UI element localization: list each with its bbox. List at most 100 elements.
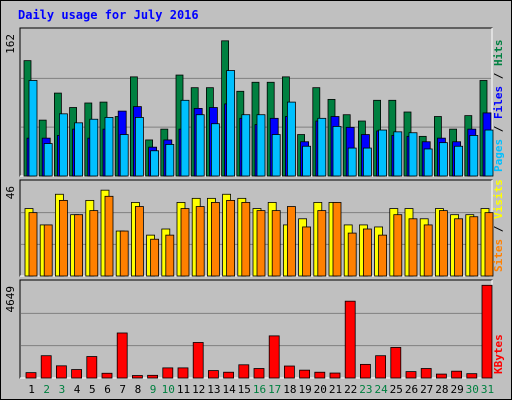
sites-bar-day-17 — [271, 210, 281, 277]
kbytes-bar-day-30 — [466, 373, 478, 379]
sites-bar-day-13 — [210, 202, 220, 277]
sites-bar-day-5 — [89, 210, 99, 277]
kbytes-bar-day-8 — [131, 375, 143, 379]
pages-bar-day-26 — [408, 132, 418, 177]
kbytes-bar-day-10 — [162, 367, 174, 379]
legend-label-kbytes: KBytes — [492, 334, 505, 374]
panel-3-background — [19, 279, 493, 379]
x-tick-label-day-13: 13 — [207, 383, 220, 396]
sites-bar-day-11 — [180, 208, 190, 277]
pages-bar-day-5 — [89, 118, 99, 177]
x-tick-label-day-1: 1 — [28, 383, 35, 396]
pages-bar-day-8 — [134, 117, 144, 177]
pages-bar-day-2 — [43, 143, 53, 177]
kbytes-bar-day-31 — [481, 284, 493, 379]
sites-bar-day-23 — [362, 228, 372, 277]
kbytes-bar-day-11 — [177, 367, 189, 379]
pages-bar-day-23 — [362, 147, 372, 177]
sites-bar-day-9 — [150, 238, 160, 277]
pages-bar-day-3 — [59, 113, 68, 177]
sites-bar-day-6 — [104, 195, 114, 277]
sites-bar-day-28 — [438, 210, 448, 277]
pages-bar-day-9 — [150, 150, 160, 177]
legend-separator: / — [492, 219, 505, 239]
x-tick-label-day-22: 22 — [344, 383, 357, 396]
kbytes-bar-day-4 — [71, 369, 82, 379]
kbytes-bar-day-9 — [147, 374, 159, 379]
pages-bar-day-13 — [210, 123, 220, 177]
kbytes-bar-day-19 — [299, 369, 311, 379]
sites-bar-day-1 — [28, 212, 38, 277]
x-tick-label-day-27: 27 — [420, 383, 433, 396]
sites-bar-day-8 — [134, 206, 144, 277]
x-tick-label-day-25: 25 — [390, 383, 403, 396]
x-tick-label-day-14: 14 — [222, 383, 236, 396]
x-tick-label-day-3: 3 — [59, 383, 66, 396]
sites-bar-day-16 — [256, 210, 266, 277]
sites-bar-day-25 — [393, 214, 403, 277]
sites-bar-day-31 — [484, 212, 494, 277]
x-tick-label-day-16: 16 — [253, 383, 266, 396]
kbytes-bar-day-2 — [40, 355, 52, 379]
x-tick-label-day-10: 10 — [162, 383, 175, 396]
panel-2-series-legend: Sites / Visits — [492, 179, 505, 272]
legend-label-visits: Visits — [492, 179, 505, 219]
sites-bar-day-3 — [59, 199, 68, 277]
x-tick-label-day-26: 26 — [405, 383, 418, 396]
pages-bar-day-19 — [302, 145, 312, 177]
x-tick-label-day-24: 24 — [374, 383, 388, 396]
x-tick-label-day-9: 9 — [150, 383, 157, 396]
pages-bar-day-4 — [74, 122, 83, 177]
kbytes-bar-day-13 — [207, 370, 219, 379]
legend-label-files: Files — [492, 86, 505, 119]
x-tick-label-day-2: 2 — [43, 383, 50, 396]
legend-separator: / — [492, 66, 505, 86]
x-tick-label-day-12: 12 — [192, 383, 205, 396]
kbytes-bar-day-16 — [253, 368, 265, 379]
pages-bar-day-17 — [271, 134, 281, 177]
sites-bar-day-29 — [454, 218, 464, 277]
kbytes-bar-day-26 — [405, 371, 417, 379]
panel-3-ymax-label: 4649 — [4, 286, 17, 313]
pages-bar-day-14 — [226, 70, 236, 177]
x-tick-label-day-8: 8 — [135, 383, 142, 396]
pages-bar-day-11 — [180, 99, 190, 177]
kbytes-bar-day-29 — [451, 370, 463, 379]
kbytes-bar-day-24 — [375, 355, 387, 379]
sites-bar-day-12 — [195, 206, 205, 277]
x-tick-label-day-11: 11 — [177, 383, 190, 396]
kbytes-bar-day-5 — [86, 356, 98, 379]
x-tick-label-day-4: 4 — [74, 383, 81, 396]
panel-3-series-legend: KBytes — [492, 334, 505, 374]
kbytes-bar-day-1 — [25, 372, 37, 379]
kbytes-bar-day-14 — [223, 371, 235, 379]
pages-bar-day-1 — [28, 80, 38, 177]
x-tick-label-day-20: 20 — [314, 383, 327, 396]
sites-bar-day-14 — [226, 199, 236, 277]
x-tick-label-day-15: 15 — [238, 383, 251, 396]
sites-bar-day-26 — [408, 218, 418, 277]
pages-bar-day-18 — [286, 101, 296, 177]
sites-bar-day-18 — [286, 206, 296, 277]
sites-bar-day-2 — [43, 224, 53, 277]
sites-bar-day-21 — [332, 202, 342, 277]
legend-label-sites: Sites — [492, 239, 505, 272]
x-tick-label-day-5: 5 — [89, 383, 96, 396]
pages-bar-day-29 — [454, 145, 464, 177]
pages-bar-day-6 — [104, 117, 114, 177]
pages-bar-day-24 — [378, 129, 388, 177]
x-tick-label-day-17: 17 — [268, 383, 281, 396]
sites-bar-day-22 — [347, 232, 357, 277]
pages-bar-day-10 — [165, 144, 175, 177]
kbytes-bar-day-6 — [101, 372, 113, 379]
pages-bar-day-7 — [119, 134, 129, 177]
sites-bar-day-24 — [378, 234, 388, 277]
x-tick-label-day-6: 6 — [104, 383, 111, 396]
kbytes-bar-day-18 — [283, 365, 295, 379]
pages-bar-day-30 — [469, 135, 479, 177]
kbytes-bar-day-27 — [420, 368, 432, 379]
x-tick-label-day-23: 23 — [359, 383, 372, 396]
legend-separator: / — [492, 119, 505, 139]
x-tick-label-day-21: 21 — [329, 383, 342, 396]
